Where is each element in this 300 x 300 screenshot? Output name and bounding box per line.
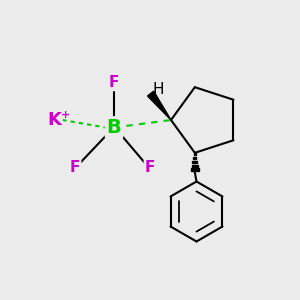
Polygon shape — [192, 160, 197, 163]
Polygon shape — [193, 157, 197, 159]
Polygon shape — [148, 91, 171, 120]
Polygon shape — [191, 168, 199, 171]
Polygon shape — [194, 153, 196, 155]
Text: F: F — [109, 75, 119, 90]
Text: H: H — [152, 82, 164, 97]
Text: F: F — [145, 160, 155, 175]
Text: B: B — [106, 118, 122, 137]
Polygon shape — [192, 164, 198, 167]
Text: +: + — [61, 110, 70, 120]
Text: K: K — [47, 111, 61, 129]
Text: F: F — [70, 160, 80, 175]
